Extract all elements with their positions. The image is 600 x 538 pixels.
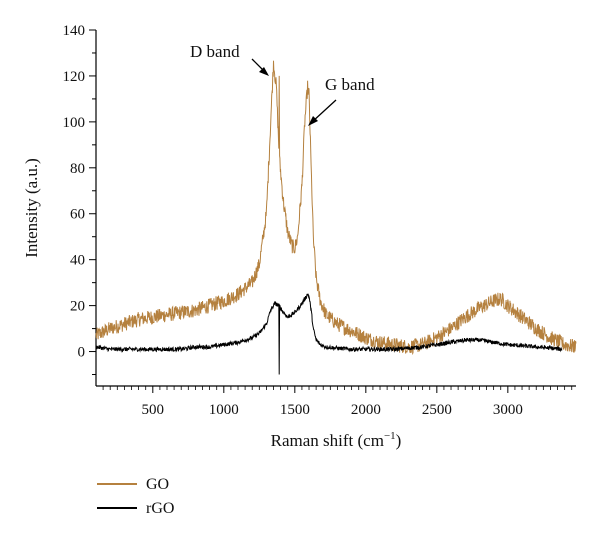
y-tick-label: 0 bbox=[78, 345, 86, 361]
y-tick-label: 140 bbox=[63, 23, 86, 39]
axis-ticks: 0 20 40 60 80 100 120 140 500 1000 1500 2000 2500 300… bbox=[63, 23, 573, 418]
x-tick-label: 1000 bbox=[209, 402, 239, 418]
x-tick-label: 2500 bbox=[422, 402, 452, 418]
legend-label-go: GO bbox=[146, 476, 169, 493]
g-band-arrow bbox=[308, 99, 337, 126]
y-tick-label: 100 bbox=[63, 115, 86, 131]
legend-label-rgo: rGO bbox=[146, 500, 174, 517]
y-tick-label: 80 bbox=[70, 161, 85, 177]
y-tick-label: 120 bbox=[63, 69, 86, 85]
y-tick-label: 60 bbox=[70, 207, 85, 223]
legend: GO rGO bbox=[97, 476, 174, 517]
plot-lines bbox=[95, 60, 577, 375]
series-line-go bbox=[95, 60, 577, 356]
x-axis-title-sup: −1 bbox=[384, 430, 396, 442]
d-band-label: D band bbox=[190, 42, 240, 61]
y-axis-title: Intensity (a.u.) bbox=[22, 158, 41, 258]
x-tick-label: 3000 bbox=[493, 402, 523, 418]
g-band-label: G band bbox=[325, 75, 375, 94]
x-axis-title: Raman shift (cm−1) bbox=[271, 430, 402, 450]
x-tick-label: 500 bbox=[142, 402, 165, 418]
y-tick-label: 40 bbox=[70, 253, 85, 269]
x-axis-title-close: ) bbox=[396, 431, 402, 450]
x-tick-label: 2000 bbox=[351, 402, 381, 418]
x-axis-title-main: Raman shift (cm bbox=[271, 431, 384, 450]
x-tick-label: 1500 bbox=[280, 402, 310, 418]
y-tick-label: 20 bbox=[70, 299, 85, 315]
series-line-rgo bbox=[95, 293, 563, 375]
d-band-arrow bbox=[251, 58, 269, 76]
